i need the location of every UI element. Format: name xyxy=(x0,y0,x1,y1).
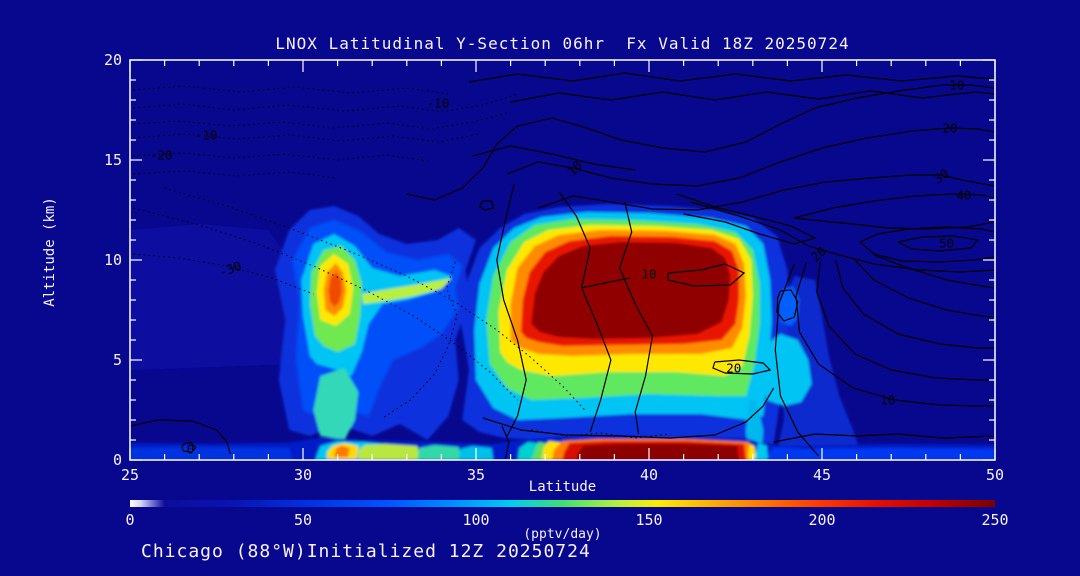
contour-line xyxy=(859,241,995,263)
filled-field xyxy=(130,204,995,460)
contour-label: 20 xyxy=(726,360,741,375)
contour-label: -10 xyxy=(427,95,450,110)
contour-label: 20 xyxy=(942,120,957,135)
contour-label: 30 xyxy=(931,165,952,186)
fill-surface-darkred-band xyxy=(576,444,739,460)
colorbar-tick-label: 0 xyxy=(125,511,135,529)
contour-label: 10 xyxy=(641,266,656,281)
fill-west-column-teal xyxy=(313,368,359,440)
contour-line xyxy=(133,133,480,143)
fill-big-blob-darkred xyxy=(531,242,731,339)
x-tick-label: 25 xyxy=(120,466,140,484)
fill-surface-left-blue xyxy=(130,447,293,460)
contour-line xyxy=(382,261,458,419)
contour-label: 0 xyxy=(187,441,195,456)
contour-line xyxy=(133,111,511,130)
contour-line xyxy=(776,289,799,322)
contour-line xyxy=(472,145,636,171)
contour-label: 50 xyxy=(939,235,954,250)
contour-line xyxy=(795,261,995,407)
contour-line xyxy=(581,277,631,289)
fill-west-red-core xyxy=(328,272,342,307)
x-tick-label: 35 xyxy=(466,466,486,484)
contour-line xyxy=(676,193,817,245)
y-tick-label: 20 xyxy=(103,51,122,69)
contour-line xyxy=(482,387,775,439)
fill-surface-cyan-end xyxy=(754,443,769,460)
colorbar-tick-label: 250 xyxy=(981,511,1009,529)
contour-line xyxy=(531,429,670,439)
colorbar-tick-label: 100 xyxy=(462,511,490,529)
contour-line xyxy=(835,259,995,349)
contour-label: 10 xyxy=(949,77,964,92)
fill-surface-right-blue xyxy=(766,447,995,460)
x-tick-label: 40 xyxy=(639,466,659,484)
fill-surface-yellowgreen xyxy=(358,444,421,460)
contour-label: 10 xyxy=(880,392,895,407)
contour-label: -10 xyxy=(195,127,218,142)
contour-line xyxy=(181,441,197,454)
plot-title: LNOX Latitudinal Y-Section 06hr Fx Valid… xyxy=(275,34,850,53)
contour-line xyxy=(852,257,995,318)
contour-lines xyxy=(130,72,995,460)
contour-line xyxy=(794,193,995,219)
contour-labels: -10 -20 -10 -30 10 10 20 10 20 10 20 30 40 50 0 xyxy=(150,77,972,456)
fill-faint-left-band xyxy=(130,224,303,370)
x-tick-label: 45 xyxy=(812,466,832,484)
fill-surface-greencyan xyxy=(417,445,463,460)
x-tick-label: 50 xyxy=(985,466,1005,484)
y-tick-label: 0 xyxy=(112,451,122,469)
contour-line xyxy=(538,174,995,211)
contour-label: 10 xyxy=(564,157,585,178)
contour-line xyxy=(501,425,510,460)
init-info-text: Chicago (88°W)Initialized 12Z 20250724 xyxy=(141,541,591,562)
contour-line xyxy=(667,263,746,287)
fill-surface-yellow-end xyxy=(747,444,757,460)
fill-ridge-yellowgreen xyxy=(361,278,452,304)
contour-line xyxy=(469,72,995,83)
contour-line xyxy=(774,263,819,457)
contour-line xyxy=(164,187,588,413)
contour-label: -20 xyxy=(150,147,173,162)
contour-line xyxy=(510,90,995,103)
contour-line xyxy=(690,201,995,273)
colorbar-unit-label: (pptv/day) xyxy=(523,527,602,542)
contour-line xyxy=(897,235,979,252)
colorbar-tick-label: 50 xyxy=(293,511,313,529)
y-tick-label: 15 xyxy=(103,151,122,169)
contour-line xyxy=(133,207,518,401)
contour-line xyxy=(506,127,995,187)
contour-label: -30 xyxy=(217,258,243,280)
contour-line xyxy=(130,419,231,455)
x-axis-title: Latitude xyxy=(528,479,597,495)
contour-line xyxy=(859,226,995,243)
colorbar-tick-label: 200 xyxy=(808,511,836,529)
colorbar-tick-label: 150 xyxy=(635,511,663,529)
colorbar-gradient xyxy=(130,500,995,507)
contour-line xyxy=(794,217,995,230)
contour-line xyxy=(873,254,995,289)
contour-line xyxy=(618,201,654,435)
x-tick-label: 30 xyxy=(293,466,313,484)
contour-line xyxy=(558,191,612,433)
contour-line xyxy=(406,84,995,201)
y-tick-label: 5 xyxy=(112,351,122,369)
contour-label: 20 xyxy=(808,243,829,264)
contour-label: 40 xyxy=(956,187,971,202)
axis-ticks xyxy=(129,59,996,461)
contour-line xyxy=(133,93,518,113)
contour-line xyxy=(496,183,527,437)
contour-line xyxy=(816,260,995,381)
y-tick-label: 10 xyxy=(103,251,122,269)
contour-line xyxy=(712,359,772,375)
contour-line xyxy=(773,433,995,443)
contour-line xyxy=(478,200,495,211)
contour-line xyxy=(133,253,314,295)
